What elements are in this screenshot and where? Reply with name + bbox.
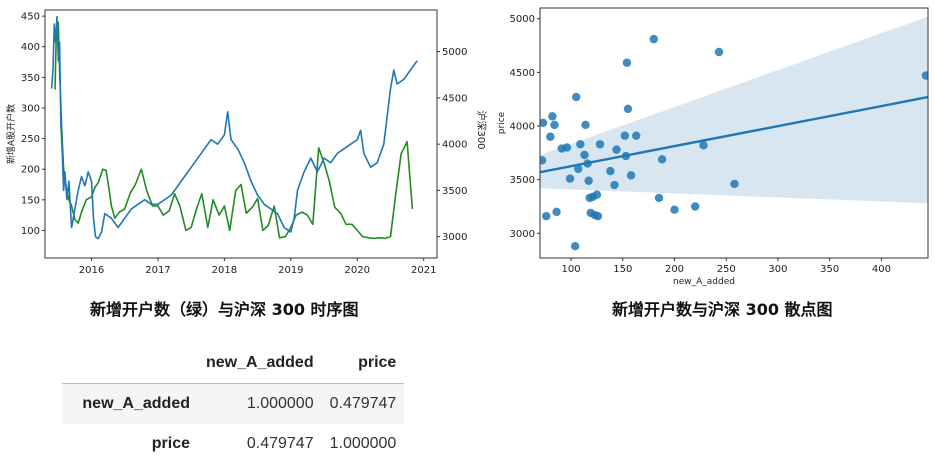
table-cell: 1.000000 <box>329 435 397 452</box>
scatter-point <box>572 92 581 102</box>
scatter-point <box>565 174 575 183</box>
scatter-point <box>548 112 557 121</box>
scatter-point <box>612 145 621 154</box>
scatter-point <box>580 150 589 160</box>
scatter-point <box>546 132 555 141</box>
scatter-chart: 100 150 200 250 300 350 400 3000 3500 4000 4500 500… <box>497 7 929 287</box>
series-line-1 <box>50 15 418 240</box>
confidence-band <box>540 16 928 204</box>
scatter-point <box>592 190 602 199</box>
y-left-tick-label: 450 <box>21 12 40 23</box>
table-cell: 0.479747 <box>246 435 314 452</box>
y-right-tick-label: 3000 <box>442 232 467 243</box>
x-tick-label: 2019 <box>278 265 303 276</box>
correlation-table: new_A_added price new_A_added 1.000000 0… <box>62 343 405 464</box>
scatter-point <box>570 241 580 251</box>
scatter-caption: 新增开户数与沪深 300 散点图 <box>612 300 833 319</box>
scatter-point <box>576 140 585 149</box>
time-series-caption: 新增开户数（绿）与沪深 300 时序图 <box>90 300 359 319</box>
y-right-axis-label: 沪深300 <box>475 110 488 149</box>
scatter-point <box>691 202 700 211</box>
scatter-point <box>921 71 928 80</box>
x-tick-label: 350 <box>820 264 839 275</box>
y-tick-label: 3500 <box>510 175 535 186</box>
scatter-point <box>626 171 636 180</box>
y-left-axis-label: 新增A股开户数 <box>5 104 17 164</box>
regression-line <box>540 95 928 174</box>
y-right-tick-label: 5000 <box>442 47 467 58</box>
scatter-point <box>562 143 572 152</box>
table-corner-header <box>62 343 198 384</box>
scatter-point <box>606 166 615 176</box>
scatter-point <box>595 140 605 149</box>
column-header-price: price <box>321 343 405 384</box>
scatter-point <box>610 180 619 190</box>
scatter-point <box>699 141 708 150</box>
y-left-tick-label: 100 <box>21 226 40 237</box>
table-cell: 0.479747 <box>329 395 397 412</box>
y-left-tick-label: 300 <box>21 103 40 114</box>
y-tick-label: 4000 <box>510 122 535 133</box>
y-left-tick-label: 350 <box>21 73 40 84</box>
scatter-point <box>550 120 559 130</box>
scatter-point <box>623 104 633 114</box>
plot-area-frame <box>539 7 929 259</box>
y-right-tick-label: 4500 <box>442 93 467 104</box>
x-tick-label: 300 <box>768 264 787 275</box>
scatter-point <box>581 120 590 130</box>
x-tick-label: 150 <box>613 264 632 275</box>
y-tick-label: 5000 <box>510 14 535 25</box>
scatter-point <box>657 155 667 164</box>
scatter-point <box>540 156 547 165</box>
scatter-point <box>620 131 630 140</box>
y-right-tick-label: 3500 <box>442 186 467 197</box>
scatter-point <box>593 211 603 221</box>
scatter-point <box>552 207 561 217</box>
time-series-chart: 2016 2017 2018 2019 2020 2021 100 150 200 250 300 3… <box>5 9 488 276</box>
scatter-point <box>714 47 724 57</box>
scatter-point <box>730 179 739 189</box>
scatter-point <box>622 58 632 67</box>
y-tick-label: 3000 <box>510 229 535 240</box>
row-header: new_A_added <box>82 395 190 412</box>
y-left-tick-label: 250 <box>21 134 40 145</box>
scatter-point <box>574 164 583 174</box>
y-left-tick-label: 200 <box>21 165 40 176</box>
x-tick-label: 2021 <box>411 265 436 276</box>
x-tick-label: 2018 <box>212 265 237 276</box>
y-tick-label: 4500 <box>510 68 535 79</box>
y-right-tick-label: 4000 <box>442 140 467 151</box>
series-line-0 <box>54 21 414 240</box>
scatter-point <box>584 176 593 185</box>
y-left-tick-label: 150 <box>21 195 40 206</box>
scatter-point <box>654 193 664 203</box>
x-tick-label: 400 <box>872 264 891 275</box>
table-row: new_A_added 1.000000 0.479747 <box>62 383 405 424</box>
x-tick-label: 100 <box>561 264 580 275</box>
x-tick-label: 2017 <box>145 265 170 276</box>
row-header: price <box>151 435 190 452</box>
x-axis-label: new_A_added <box>673 277 735 287</box>
x-tick-label: 250 <box>717 264 736 275</box>
x-tick-label: 2016 <box>79 265 104 276</box>
table-cell: 1.000000 <box>246 395 314 412</box>
scatter-point <box>542 211 551 221</box>
y-axis-label: price <box>497 111 507 134</box>
x-tick-label: 2020 <box>345 265 370 276</box>
table-row: price 0.479747 1.000000 <box>62 424 404 464</box>
table-header-row: new_A_added price <box>62 343 405 384</box>
y-left-tick-label: 400 <box>21 42 40 53</box>
scatter-point <box>670 205 679 214</box>
scatter-point <box>649 34 659 44</box>
column-header-new-a-added: new_A_added <box>198 343 322 384</box>
scatter-plot-layer <box>540 16 928 251</box>
x-tick-label: 200 <box>665 264 684 275</box>
scatter-point <box>540 118 548 128</box>
scatter-point <box>632 131 641 140</box>
